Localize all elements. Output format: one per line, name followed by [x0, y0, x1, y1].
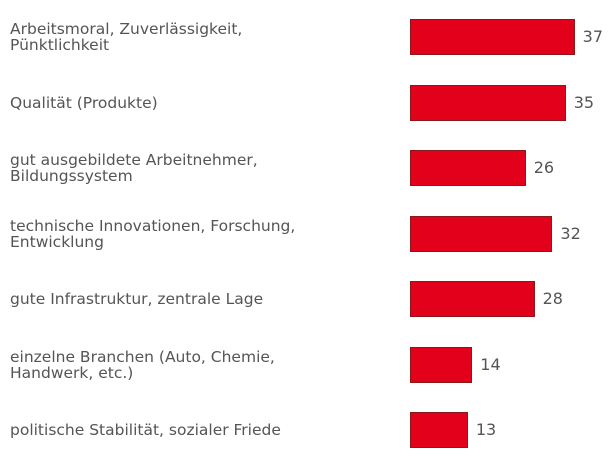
- bar: [410, 346, 473, 383]
- bar: [410, 150, 526, 186]
- bar: [410, 412, 468, 448]
- bar: [410, 215, 553, 252]
- category-label: gut ausgebildete Arbeitnehmer, Bildungss…: [10, 138, 340, 198]
- category-text: Arbeitsmoral, Zuverlässigkeit, Pünktlich…: [10, 20, 243, 54]
- bar: [410, 281, 535, 317]
- value-label: 26: [533, 158, 555, 177]
- value-label: 37: [582, 27, 603, 46]
- bar: [410, 84, 566, 121]
- category-label: Qualität (Produkte): [10, 73, 340, 133]
- category-text: einzelne Branchen (Auto, Chemie, Handwer…: [10, 347, 275, 382]
- value-label: 32: [560, 223, 581, 243]
- value-label: 13: [475, 420, 497, 439]
- value-label: 28: [542, 289, 563, 308]
- value-label: 14: [480, 354, 501, 374]
- category-text: politische Stabilität, sozialer Friede: [10, 421, 281, 439]
- category-text: Qualität (Produkte): [10, 93, 158, 112]
- value-label: 35: [573, 92, 595, 112]
- category-text: gut ausgebildete Arbeitnehmer, Bildungss…: [10, 151, 258, 185]
- category-text: technische Innovationen, Forschung, Entw…: [10, 216, 296, 251]
- category-label: Arbeitsmoral, Zuverlässigkeit, Pünktlich…: [10, 7, 340, 67]
- category-label: politische Stabilität, sozialer Friede: [10, 400, 340, 460]
- category-label: gute Infrastruktur, zentrale Lage: [10, 269, 340, 329]
- page: Arbeitsmoral, Zuverlässigkeit, Pünktlich…: [10, 7, 603, 448]
- bar: [410, 19, 575, 55]
- category-text: gute Infrastruktur, zentrale Lage: [10, 290, 264, 308]
- category-label: technische Innovationen, Forschung, Entw…: [10, 204, 340, 264]
- category-label: einzelne Branchen (Auto, Chemie, Handwer…: [10, 335, 340, 395]
